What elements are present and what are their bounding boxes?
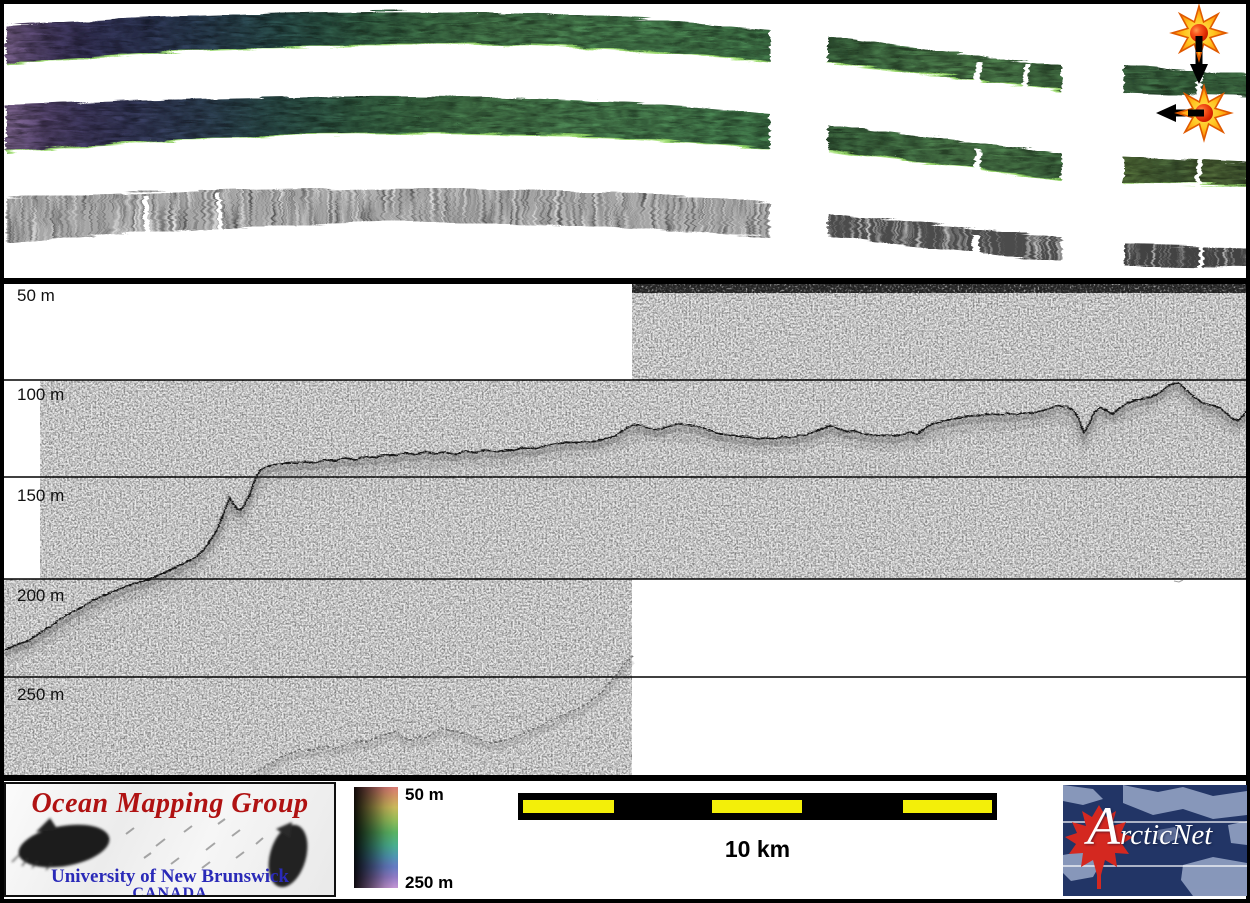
swath-strip-row2 — [4, 94, 1246, 187]
omg-country-line: CANADA — [132, 885, 208, 897]
depth-label-100m: 100 m — [17, 385, 65, 404]
seafloor-trace — [4, 381, 1246, 693]
survey-strips-panel — [4, 4, 1246, 278]
arcticnet-map-art — [1063, 785, 1247, 896]
scalebar-label: 10 km — [724, 836, 791, 862]
colorbar-top-label: 50 m — [405, 785, 444, 804]
depth-label-150m: 150 m — [17, 486, 65, 505]
omg-title: Ocean Mapping Group — [31, 788, 309, 819]
colorbar-bottom-label: 250 m — [405, 873, 454, 892]
echogram-top-border — [4, 278, 1246, 284]
arcticnet-rest: rcticNet — [1120, 819, 1213, 851]
echo-artifact-marks — [1171, 571, 1184, 583]
sun-marker-left — [1156, 83, 1234, 143]
omg-sidescan-blobs — [11, 818, 308, 888]
echogram-bottom-border — [4, 775, 1246, 781]
depth-label-250m: 250 m — [17, 685, 65, 704]
echogram-graphic — [4, 278, 1246, 781]
left-arrow-icon — [1156, 104, 1176, 122]
survey-strips-graphic — [4, 4, 1246, 269]
distance-scalebar — [518, 793, 997, 820]
depth-label-50m: 50 m — [17, 286, 55, 305]
scalebar-segment — [903, 800, 992, 813]
down-arrow-icon — [1190, 64, 1208, 84]
depth-label-200m: 200 m — [17, 586, 65, 605]
footer-band: Ocean Mapping Group University of New Br… — [4, 781, 1247, 899]
swath-strip-row1 — [4, 9, 1246, 95]
omg-logo-art — [11, 818, 308, 888]
omg-logo: Ocean Mapping Group University of New Br… — [4, 782, 336, 897]
secondary-reflector-trace — [251, 654, 635, 780]
omg-university-line: University of New Brunswick — [50, 866, 290, 887]
omg-texture-dashes — [100, 818, 264, 869]
arcticnet-initial: A — [1087, 796, 1120, 856]
echogram-panel: 50 m 100 m 150 m 200 m 250 m — [4, 278, 1246, 781]
depth-colorbar — [354, 787, 398, 888]
scalebar-segment — [523, 800, 614, 813]
sidescan-strip-row3 — [4, 187, 1246, 269]
scalebar-segment — [712, 800, 802, 813]
arcticnet-wordmark: ArcticNet — [1087, 799, 1212, 853]
maple-leaf-icon — [1065, 805, 1133, 889]
arcticnet-logo: ArcticNet — [1063, 785, 1247, 896]
sun-marker-down — [1169, 4, 1229, 84]
